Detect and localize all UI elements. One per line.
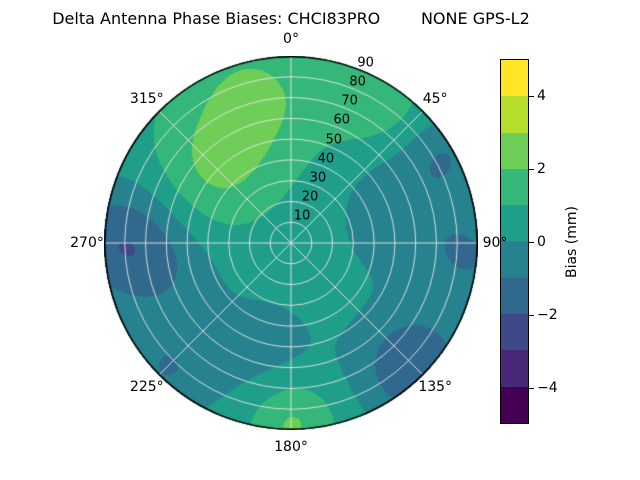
azimuth-label-90: 90° — [482, 235, 508, 251]
colorbar-tick-label: 0 — [537, 233, 546, 250]
radial-label-10: 10 — [293, 208, 311, 224]
azimuth-label-225: 225° — [129, 379, 164, 396]
colorbar-segment — [501, 386, 528, 423]
colorbar-tick-label: −2 — [537, 306, 558, 323]
colorbar-tick — [529, 168, 534, 170]
azimuth-label-315: 315° — [129, 90, 164, 107]
colorbar-segment — [501, 205, 528, 242]
colorbar-segment — [501, 350, 528, 387]
radial-label-40: 40 — [317, 151, 335, 167]
radial-label-90: 90 — [357, 55, 374, 71]
colorbar-tick — [529, 241, 534, 243]
azimuth-label-270: 270° — [70, 235, 104, 251]
colorbar — [500, 59, 529, 424]
azimuth-label-135: 135° — [418, 379, 453, 396]
radial-label-50: 50 — [325, 132, 343, 148]
colorbar-tick — [529, 387, 534, 389]
colorbar-tick — [529, 95, 534, 97]
radial-label-30: 30 — [309, 170, 327, 186]
radial-label-70: 70 — [341, 93, 358, 109]
colorbar-tick-label: 4 — [537, 87, 546, 104]
colorbar-tick-label: 2 — [537, 160, 546, 177]
radial-label-60: 60 — [333, 112, 351, 128]
colorbar-tick-label: −4 — [537, 379, 558, 396]
azimuth-label-45: 45° — [422, 90, 448, 107]
colorbar-segment — [501, 277, 528, 315]
colorbar-segment — [501, 168, 528, 206]
azimuth-label-180: 180° — [274, 439, 308, 455]
polar-contour-plot — [104, 56, 478, 430]
radial-label-20: 20 — [301, 189, 319, 205]
colorbar-segment — [501, 314, 528, 351]
colorbar-segment — [501, 96, 528, 133]
radial-label-80: 80 — [349, 74, 366, 90]
chart-title: Delta Antenna Phase Biases: CHCI83PRO NO… — [52, 9, 530, 28]
colorbar-segment — [501, 132, 528, 169]
colorbar-segment — [501, 241, 528, 278]
colorbar-segment — [501, 60, 528, 97]
colorbar-tick — [529, 314, 534, 316]
azimuth-label-0: 0° — [283, 31, 299, 47]
colorbar-axis-label: Bias (mm) — [564, 205, 580, 279]
